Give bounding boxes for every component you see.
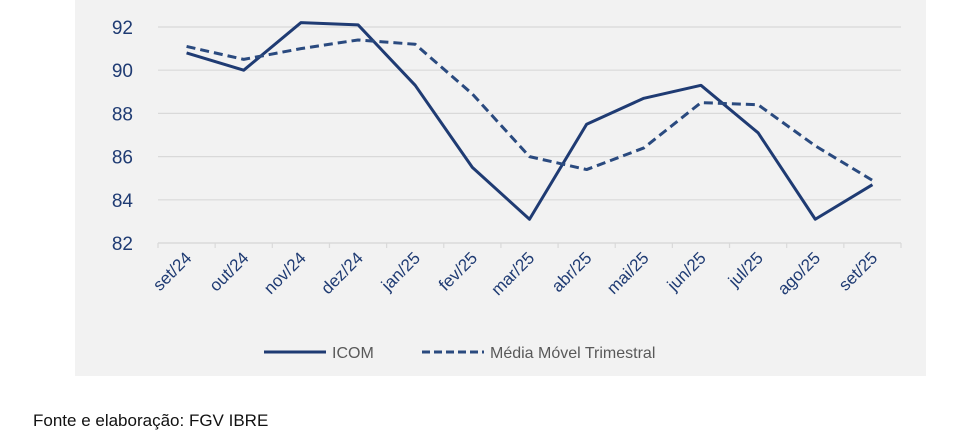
x-tick-label: dez/24 [317,248,367,298]
x-tick-label: set/25 [835,248,881,294]
y-tick-label: 92 [112,18,133,39]
x-tick-label: jun/25 [663,248,710,295]
x-tick-label: out/24 [206,248,253,295]
y-tick-label: 88 [112,104,133,125]
y-tick-label: 84 [112,191,134,212]
source-note: Fonte e elaboração: FGV IBRE [33,411,269,430]
x-tick-label: mar/25 [487,248,538,299]
y-tick-label: 82 [112,234,133,255]
y-tick-label: 90 [112,61,133,82]
x-tick-label: fev/25 [435,248,481,294]
x-tick-label: nov/24 [260,248,310,298]
legend-label: ICOM [332,345,374,362]
x-tick-label: abr/25 [548,248,596,296]
series-line-icom [186,21,874,221]
legend-label: Média Móvel Trimestral [490,345,655,362]
y-tick-label: 86 [112,148,133,169]
x-tick-label: ago/25 [774,248,824,298]
x-tick-label: mai/25 [603,248,653,298]
x-tick-label: set/24 [149,248,195,294]
x-tick-label: jul/25 [724,248,767,291]
series-line-moving-average [186,38,874,182]
x-tick-label: jan/25 [377,248,424,295]
line-chart: 82 84 86 88 90 92 set/24 out/24 nov/24 dez/24 jan/… [112,18,902,362]
